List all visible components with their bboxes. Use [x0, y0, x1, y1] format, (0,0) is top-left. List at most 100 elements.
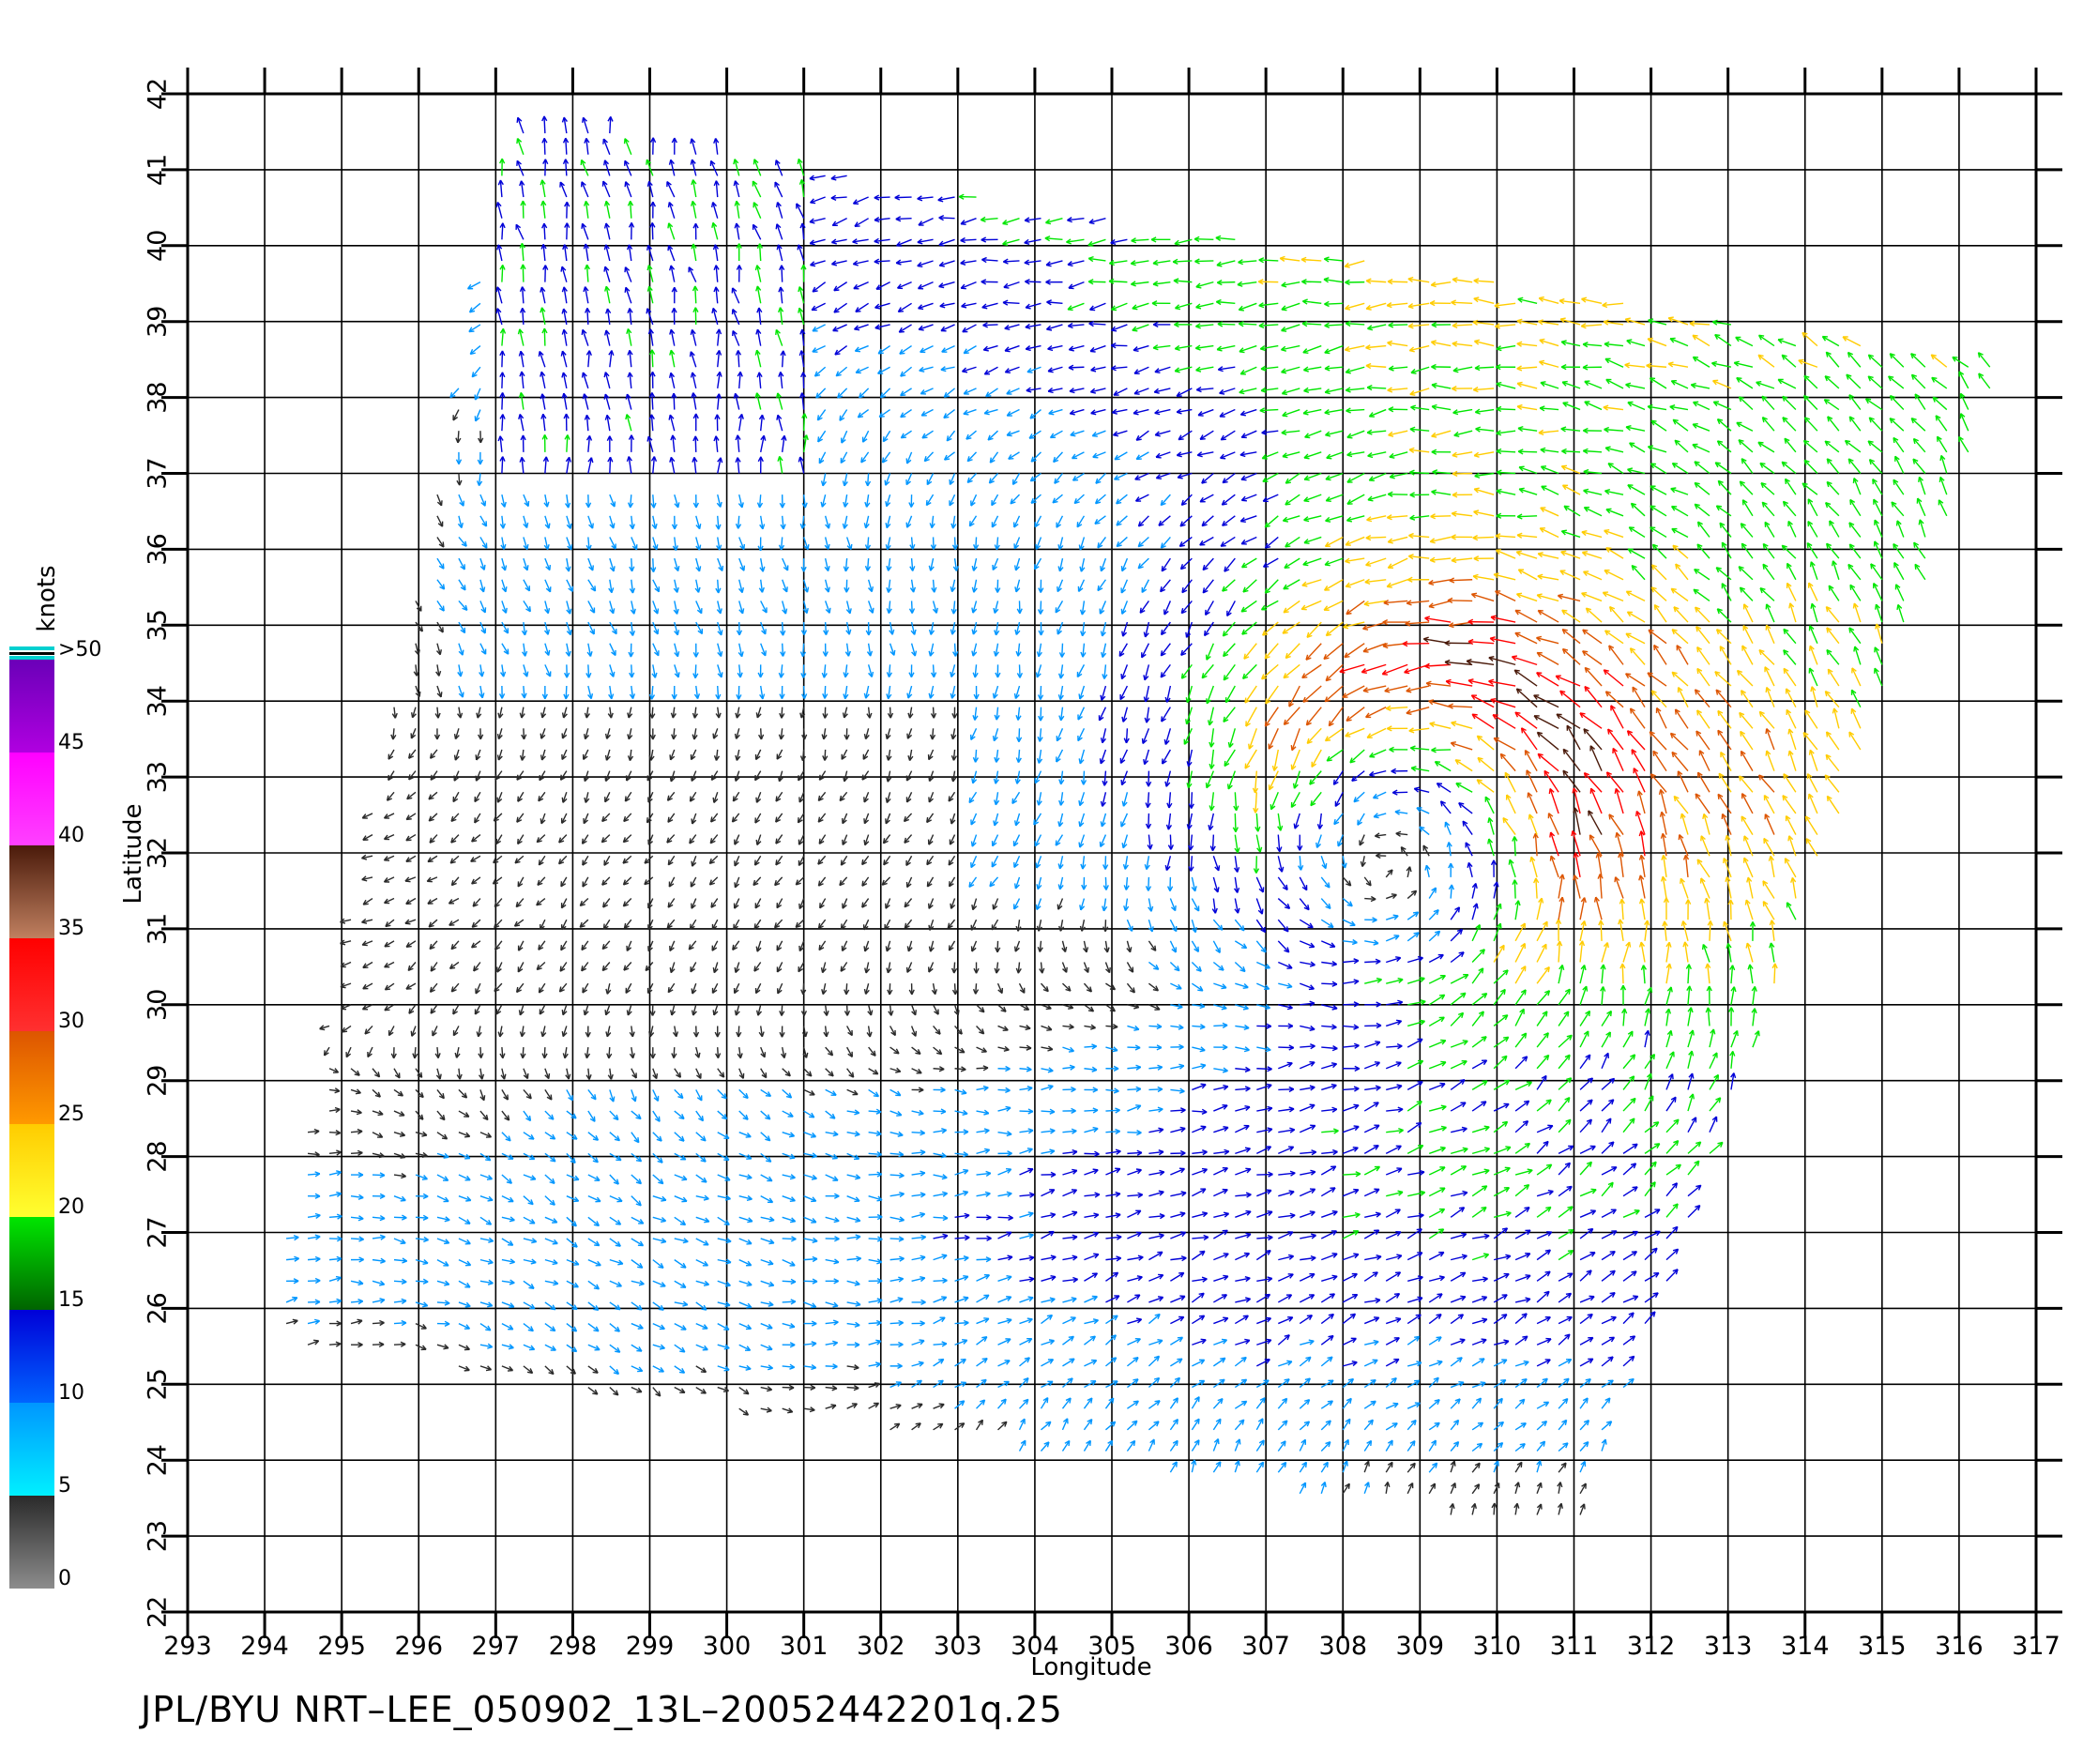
wind-vector: [1343, 1086, 1360, 1092]
wind-vector: [865, 622, 872, 636]
wind-vector: [1604, 691, 1624, 708]
wind-vector: [1110, 342, 1128, 349]
wind-vector: [1452, 451, 1473, 458]
wind-vector: [1018, 1418, 1026, 1431]
wind-vector: [1829, 520, 1840, 538]
wind-vector: [899, 345, 912, 355]
wind-vector: [585, 537, 592, 551]
wind-vector: [457, 664, 464, 677]
wind-vector: [523, 1323, 534, 1332]
wind-vector: [713, 180, 720, 198]
wind-vector: [997, 1380, 1010, 1389]
wind-vector: [1444, 640, 1473, 646]
wind-vector: [587, 1174, 601, 1181]
wind-vector: [1702, 813, 1710, 835]
wind-vector: [1431, 363, 1452, 371]
wind-vector: [933, 1214, 949, 1222]
wind-vector: [1952, 356, 1969, 368]
wind-vector: [1303, 366, 1322, 373]
wind-vector: [1573, 807, 1581, 835]
wind-vector: [692, 494, 699, 509]
wind-vector: [1603, 404, 1624, 411]
wind-vector: [479, 579, 486, 593]
wind-vector: [1084, 1295, 1098, 1303]
wind-vector: [629, 621, 636, 636]
wind-vector: [587, 457, 594, 474]
wind-vector: [1194, 258, 1214, 265]
wind-vector: [1321, 960, 1338, 967]
wind-vector: [583, 243, 589, 262]
wind-vector: [689, 919, 697, 930]
wind-vector: [631, 1152, 643, 1163]
wind-vector: [566, 621, 572, 636]
wind-vector: [911, 1087, 924, 1093]
wind-vector: [1514, 966, 1527, 984]
x-tick-label: 297: [472, 1632, 521, 1661]
wind-vector: [695, 1110, 705, 1122]
wind-vector: [798, 898, 805, 910]
wind-vector: [1705, 1007, 1711, 1026]
wind-vector: [479, 643, 487, 655]
wind-vector: [458, 1110, 470, 1118]
wind-vector: [1730, 986, 1737, 1005]
wind-vector: [1342, 876, 1352, 887]
wind-vector: [1558, 1272, 1574, 1282]
wind-vector: [1363, 1316, 1380, 1325]
wind-vector: [1233, 792, 1239, 812]
wind-vector: [1320, 919, 1334, 929]
wind-vector: [1471, 1338, 1487, 1346]
wind-vector: [1429, 536, 1452, 544]
wind-vector: [1152, 259, 1171, 266]
wind-vector: [1537, 573, 1559, 581]
wind-vector: [517, 791, 525, 802]
wind-vector: [674, 494, 680, 509]
wind-vector: [544, 1174, 555, 1184]
wind-vector: [756, 307, 763, 326]
wind-vector: [562, 1046, 569, 1059]
wind-vector: [1548, 787, 1559, 814]
wind-vector: [1406, 1482, 1414, 1495]
wind-vector: [540, 393, 546, 410]
wind-vector: [1889, 418, 1905, 432]
wind-vector: [1759, 462, 1775, 475]
wind-vector: [1560, 550, 1581, 559]
wind-vector: [1302, 298, 1322, 305]
wind-vector: [1677, 770, 1689, 793]
wind-vector: [1873, 540, 1883, 559]
wind-vector: [393, 1152, 406, 1159]
wind-vector: [523, 537, 529, 551]
wind-vector: [1741, 542, 1754, 559]
wind-vector: [1894, 584, 1905, 601]
wind-vector: [670, 707, 677, 719]
wind-vector: [1213, 982, 1227, 990]
wind-vector: [1579, 1270, 1592, 1282]
wind-vector: [1513, 669, 1538, 687]
wind-vector: [1006, 430, 1020, 437]
wind-vector: [585, 1068, 592, 1080]
wind-vector: [1658, 789, 1667, 814]
wind-vector: [1644, 1072, 1652, 1090]
wind-vector: [713, 138, 720, 155]
wind-vector: [1680, 877, 1689, 899]
wind-vector: [1045, 217, 1063, 225]
colorbar-label: 0: [58, 1567, 71, 1590]
wind-vector: [1725, 834, 1732, 857]
wind-vector: [1199, 430, 1214, 440]
wind-vector: [560, 876, 568, 888]
wind-vector: [1428, 1376, 1439, 1389]
wind-vector: [712, 962, 719, 974]
wind-vector: [1386, 514, 1408, 521]
wind-vector: [601, 876, 611, 886]
wind-vector: [652, 1132, 662, 1142]
wind-vector: [1408, 727, 1430, 734]
wind-vector: [1012, 515, 1021, 528]
wind-vector: [1342, 1313, 1357, 1325]
wind-vector: [1239, 408, 1257, 417]
wind-vector: [844, 579, 850, 593]
wind-vector: [803, 1255, 818, 1263]
wind-vector: [1694, 569, 1710, 581]
wind-vector: [1787, 728, 1797, 751]
wind-vector: [1430, 340, 1452, 347]
wind-vector: [1716, 418, 1732, 432]
wind-vector: [1281, 429, 1300, 435]
